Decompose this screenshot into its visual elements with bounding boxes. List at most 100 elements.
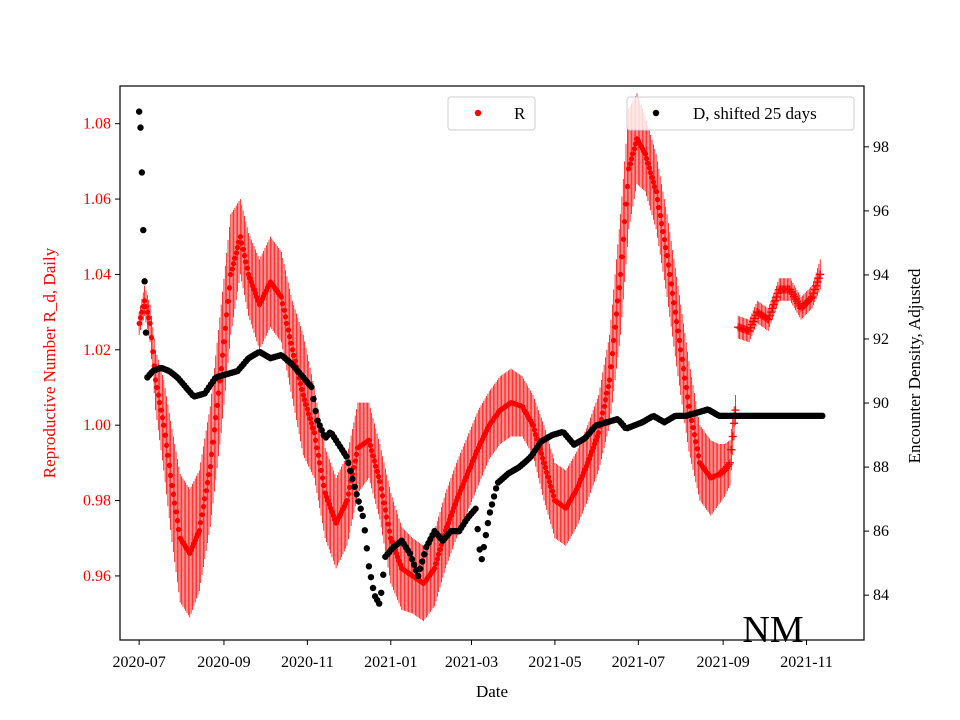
d-point [480, 543, 487, 551]
r-point [620, 236, 626, 242]
r-point [628, 156, 635, 162]
r-point [165, 452, 171, 458]
r-point [352, 458, 358, 464]
r-point [630, 151, 636, 157]
r-point [310, 425, 316, 431]
r-point [303, 401, 309, 408]
r-point [531, 427, 537, 433]
r-point [378, 486, 384, 492]
r-point [318, 467, 324, 474]
r-point [379, 493, 386, 499]
x-tick-label-1: 2020-09 [197, 654, 250, 671]
r-point [206, 472, 212, 478]
r-point [642, 151, 648, 157]
r-point [317, 460, 323, 466]
x-tick-label-2: 2020-11 [281, 654, 334, 671]
legend-r: R [447, 96, 536, 131]
r-point [656, 204, 662, 211]
x-tick-label-0: 2020-07 [112, 654, 165, 671]
r-point [377, 479, 383, 485]
r-point [307, 415, 313, 422]
right-tick-label-0: 84 [873, 587, 889, 604]
d-point [357, 505, 364, 512]
left-tick-label-5: 1.06 [83, 191, 111, 208]
right-tick-label-5: 94 [873, 267, 889, 284]
r-point [225, 298, 231, 304]
r-point [617, 271, 624, 278]
r-point [612, 324, 618, 330]
r-point [436, 551, 442, 557]
d-point [359, 512, 366, 520]
r-point [148, 334, 155, 341]
r-point [657, 212, 663, 219]
r-point [240, 246, 246, 252]
right-tick-label-3: 90 [873, 395, 889, 412]
x-tick-label-7: 2021-09 [696, 654, 749, 671]
r-point [311, 430, 317, 436]
r-point [173, 509, 179, 515]
r-point [370, 453, 376, 459]
r-point [650, 179, 656, 185]
r-point [209, 451, 215, 457]
r-point [300, 392, 306, 398]
d-point [361, 527, 369, 534]
r-point [693, 439, 699, 445]
r-point [549, 488, 555, 494]
right-tick-label-4: 92 [873, 331, 889, 348]
left-y-axis: 0.96 0.98 1.00 1.02 1.04 1.06 1.08 [83, 116, 120, 585]
r-point [546, 479, 553, 485]
x-tick-label-8: 2021-11 [780, 654, 833, 671]
d-point [369, 584, 377, 592]
r-point [166, 462, 172, 468]
left-tick-label-6: 1.08 [83, 116, 111, 133]
r-point [530, 422, 536, 428]
r-point [384, 514, 390, 520]
r-point [143, 303, 149, 310]
r-point [678, 347, 684, 353]
r-point [550, 493, 557, 499]
r-point [244, 265, 250, 271]
r-point [172, 500, 178, 506]
right-y-axis: 84 86 88 90 92 94 96 98 [864, 139, 889, 604]
r-point [643, 155, 650, 162]
r-point [431, 565, 438, 571]
r-point [278, 294, 284, 300]
r-point [434, 556, 440, 562]
d-point [406, 550, 414, 557]
d-point [141, 278, 148, 285]
r-point [382, 507, 388, 513]
r-point [728, 432, 737, 441]
r-point [684, 394, 691, 400]
r-point [654, 196, 661, 203]
r-point [652, 184, 658, 190]
d-point [410, 561, 418, 568]
r-point [176, 526, 182, 533]
d-point [490, 493, 498, 500]
r-point [289, 347, 295, 353]
right-tick-label-7: 98 [873, 139, 889, 156]
r-point [169, 482, 175, 489]
legend-d-box [626, 96, 855, 131]
right-tick-label-1: 86 [873, 523, 889, 540]
r-point [203, 488, 209, 494]
r-point [613, 311, 620, 317]
legend-r-label: R [514, 104, 526, 123]
r-point [631, 146, 637, 152]
r-point [162, 432, 168, 438]
r-point [147, 320, 153, 327]
r-point [604, 390, 610, 396]
r-point [600, 410, 606, 416]
r-point [544, 469, 550, 475]
r-point [771, 296, 780, 305]
r-point [315, 452, 321, 458]
d-point [351, 483, 358, 491]
r-point [374, 468, 380, 474]
d-point [419, 558, 426, 565]
r-point [605, 383, 611, 390]
r-point [648, 170, 654, 176]
r-point [291, 352, 297, 359]
r-point [280, 301, 286, 307]
r-point [690, 424, 696, 431]
r-point [241, 252, 248, 259]
r-point [198, 520, 204, 526]
